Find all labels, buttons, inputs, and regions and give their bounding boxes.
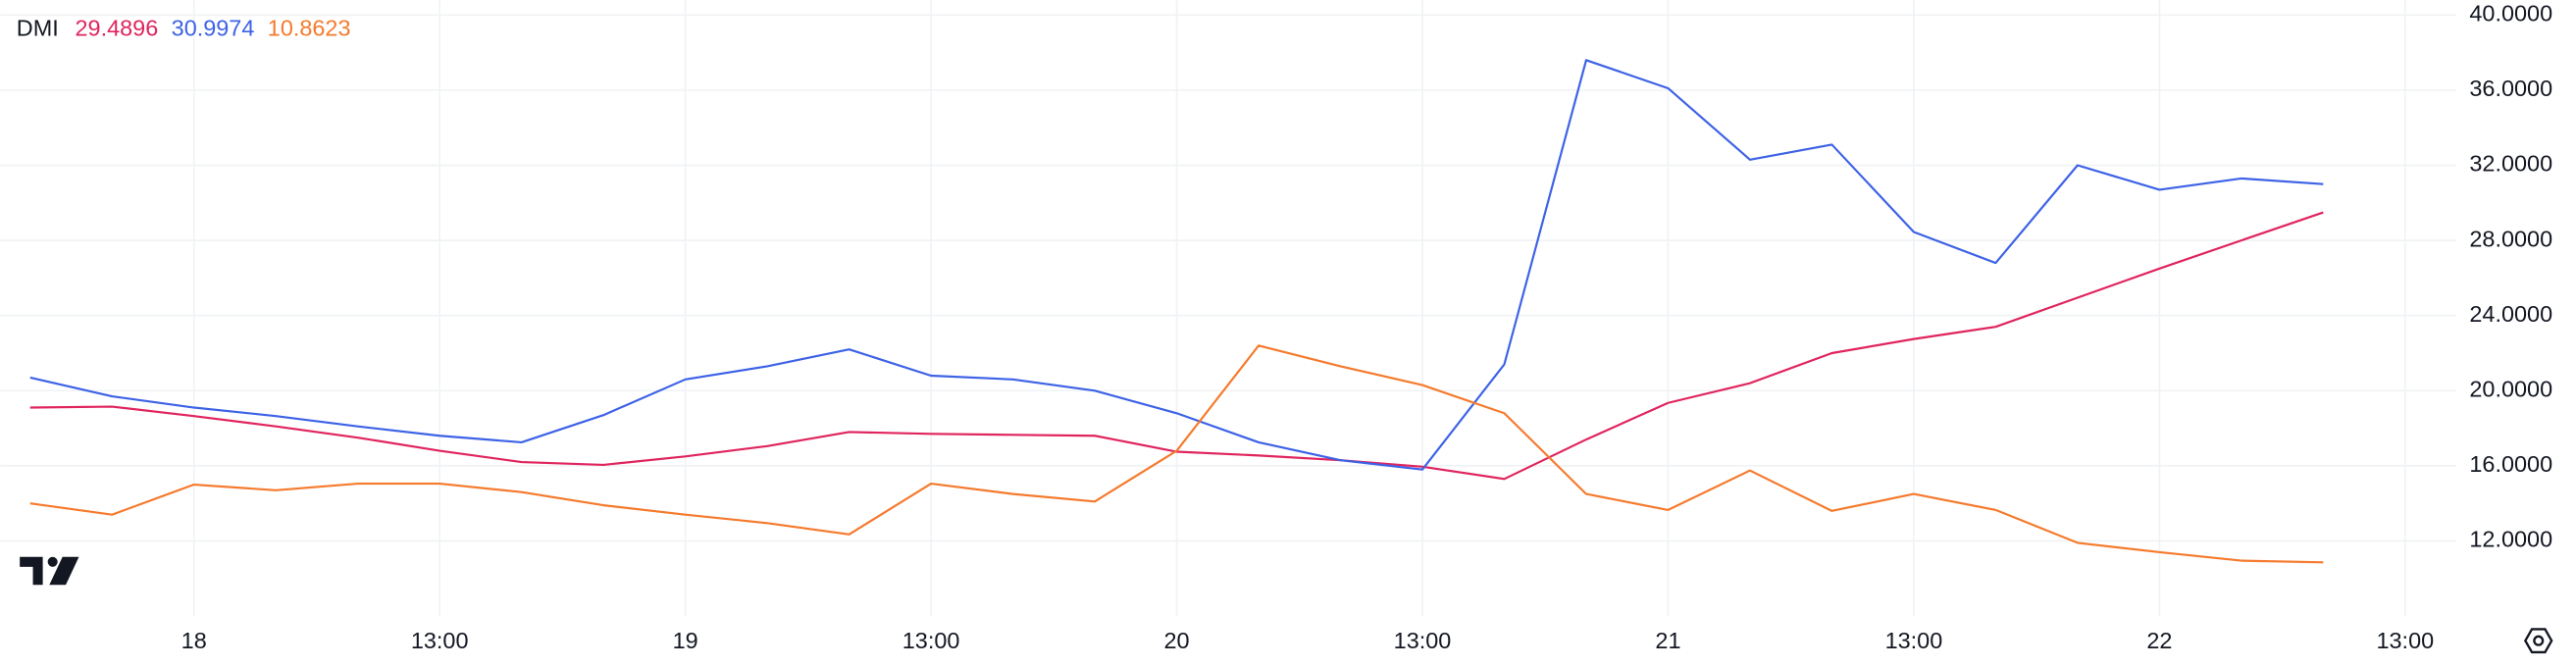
y-tick-label: 16.0000 — [2469, 451, 2552, 477]
x-tick-label: 13:00 — [902, 628, 960, 653]
y-tick-label: 40.0000 — [2469, 1, 2552, 26]
y-tick-label: 32.0000 — [2469, 151, 2552, 177]
dmi-line — [29, 59, 2324, 471]
x-tick-label: 13:00 — [2376, 628, 2434, 653]
logo — [20, 556, 79, 586]
y-tick-label: 36.0000 — [2469, 76, 2552, 101]
y-tick-label: 20.0000 — [2469, 376, 2552, 401]
x-tick-label: 18 — [181, 628, 207, 653]
legend-value: 29.4896 — [76, 15, 159, 40]
x-tick-label: 13:00 — [1885, 628, 1943, 653]
x-tick-label: 21 — [1655, 628, 1680, 653]
label-layer: DMI 12.0000 16.0000 20.0000 24.0000 28.0000 3… — [17, 1, 2552, 654]
x-tick-label: 13:00 — [1394, 628, 1452, 653]
x-tick-label: 20 — [1164, 628, 1190, 653]
line-layer — [29, 59, 2324, 564]
x-tick-label: 13:00 — [411, 628, 469, 653]
dmi-line — [29, 344, 2324, 564]
x-tick-label: 19 — [673, 628, 698, 653]
legend-value: 30.9974 — [172, 15, 255, 40]
legend-value: 10.8623 — [268, 15, 351, 40]
settings-icon[interactable] — [2523, 628, 2553, 654]
y-tick-label: 24.0000 — [2469, 301, 2552, 327]
grid-layer — [0, 0, 2457, 617]
indicator-title: DMI — [17, 15, 59, 40]
y-tick-label: 12.0000 — [2469, 527, 2552, 552]
y-tick-label: 28.0000 — [2469, 226, 2552, 251]
x-tick-label: 22 — [2146, 628, 2172, 653]
